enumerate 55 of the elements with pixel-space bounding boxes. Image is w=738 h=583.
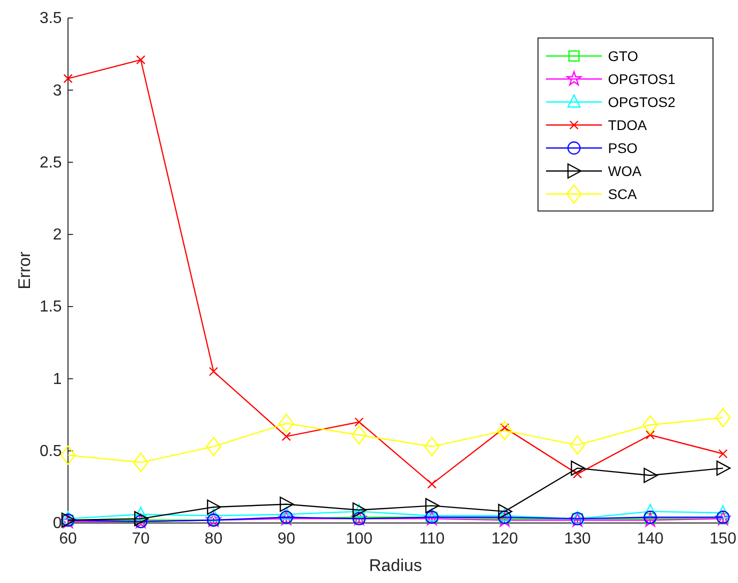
legend-label: SCA — [608, 186, 638, 202]
y-tick-label: 3 — [52, 82, 62, 100]
point — [424, 436, 440, 456]
y-tick-label: 3.5 — [40, 10, 62, 28]
point — [280, 496, 294, 512]
x-tick-label: 150 — [710, 530, 736, 548]
x-tick-label: 110 — [419, 530, 445, 548]
legend-label: GTO — [608, 48, 638, 64]
point — [715, 408, 731, 428]
legend-label: OPGTOS2 — [608, 94, 676, 110]
point — [644, 504, 657, 518]
y-tick-label: 2.5 — [40, 154, 62, 172]
point — [278, 414, 294, 434]
point — [206, 436, 222, 456]
point — [644, 510, 657, 524]
y-axis-title: Error — [15, 251, 34, 290]
x-tick-label: 130 — [564, 530, 591, 548]
point — [425, 498, 440, 514]
y-tick-label: 2 — [52, 226, 62, 244]
x-tick-label: 70 — [132, 530, 150, 548]
x-axis-title: Radius — [369, 556, 422, 575]
point — [208, 366, 218, 376]
point — [570, 435, 586, 455]
point — [570, 460, 586, 476]
x-tick-label: 60 — [59, 530, 77, 548]
point — [427, 479, 436, 489]
point — [718, 449, 728, 458]
x-tick-label: 140 — [636, 530, 664, 548]
point — [646, 430, 655, 440]
point — [136, 55, 146, 64]
legend-label: PSO — [608, 140, 638, 156]
point — [497, 421, 512, 440]
point — [60, 446, 76, 465]
point — [63, 74, 73, 84]
y-tick-label: 0 — [52, 515, 62, 532]
point — [642, 415, 658, 434]
x-tick-label: 100 — [346, 530, 373, 548]
x-tick-label: 90 — [277, 530, 296, 548]
point — [498, 504, 512, 520]
x-tick-label: 120 — [491, 530, 518, 548]
point — [352, 425, 367, 445]
y-tick-label: 0.5 — [40, 442, 62, 460]
y-tick-label: 1 — [52, 370, 62, 388]
point — [354, 417, 364, 427]
point — [133, 452, 148, 472]
legend-label: OPGTOS1 — [608, 71, 676, 87]
point — [572, 469, 582, 479]
point — [716, 460, 731, 476]
legend-label: WOA — [608, 163, 642, 179]
point — [206, 500, 222, 515]
point — [282, 432, 291, 442]
legend-label: TDOA — [608, 117, 648, 133]
point — [644, 468, 658, 483]
x-tick-label: 80 — [204, 530, 223, 548]
y-tick-label: 1.5 — [40, 298, 62, 316]
